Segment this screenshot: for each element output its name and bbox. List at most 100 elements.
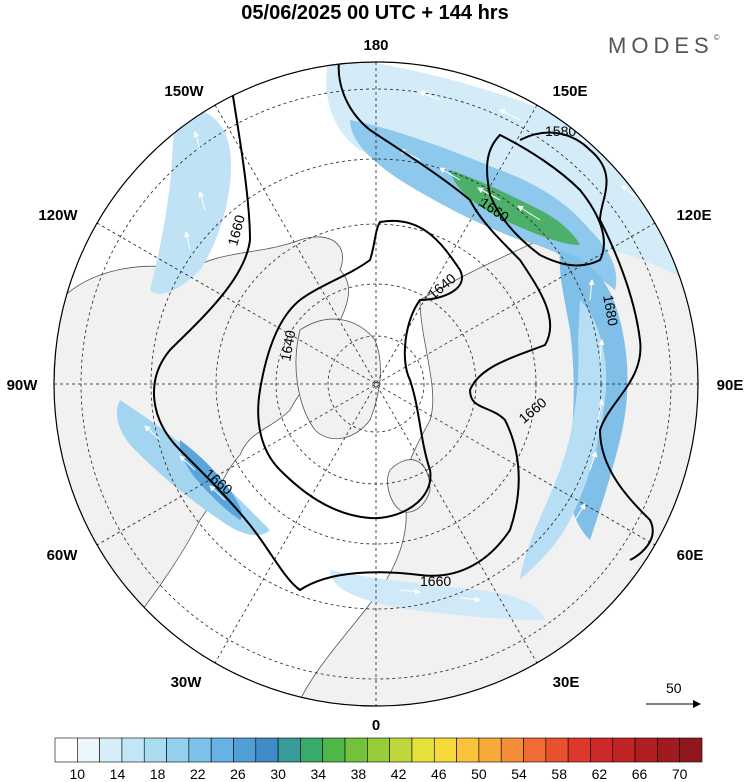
colorbar-swatch (545, 737, 569, 763)
lon-label-0: 0 (372, 717, 380, 734)
colorbar-swatch (188, 737, 212, 763)
colorbar-tick-label: 22 (190, 766, 206, 782)
modes-logo: MODES© (608, 33, 720, 59)
meridian-120w-60e (96, 222, 656, 546)
contour-label: 1640 (277, 329, 298, 363)
contour-label: 1580 (545, 123, 576, 139)
brand-text: MODES (608, 33, 714, 58)
colorbar-tick-label: 14 (110, 766, 126, 782)
wind-arrow (574, 503, 586, 521)
colorbar-swatch (523, 737, 547, 763)
jet-band-pacific-light (326, 62, 698, 300)
colorbar-swatch (166, 737, 190, 763)
colorbar-swatch (679, 737, 703, 763)
meridians (54, 62, 698, 706)
colorbar-swatch (121, 737, 145, 763)
lon-label-60e: 60E (677, 547, 704, 564)
map-title: 05/06/2025 00 UTC + 144 hrs (241, 2, 509, 24)
wind-arrow (209, 485, 226, 501)
colorbar-swatch (590, 737, 614, 763)
colorbar-swatch (255, 737, 279, 763)
wind-arrow (193, 131, 201, 151)
colorbar-swatch (54, 737, 78, 763)
lon-label-180: 180 (363, 37, 388, 54)
map-boundary (53, 61, 699, 707)
colorbar-tick-label: 30 (270, 766, 286, 782)
wind-arrow (184, 231, 191, 251)
contour-1660 (153, 62, 552, 592)
meridian-150e-30w (214, 104, 538, 664)
wind-arrow (588, 279, 595, 301)
colorbar-swatch (500, 737, 524, 763)
lon-label-30e: 30E (553, 674, 580, 691)
colorbar-swatch (411, 737, 435, 763)
lon-label-90e: 90E (717, 377, 744, 394)
colorbar-tick-label: 46 (431, 766, 447, 782)
colorbar-swatch (367, 737, 390, 763)
colorbar-swatch (143, 737, 167, 763)
colorbar-tick-label: 42 (391, 766, 407, 782)
colorbar-swatch (322, 737, 346, 763)
colorbar-tick-label: 18 (150, 766, 166, 782)
wind-arrow (439, 167, 461, 181)
lon-label-60w: 60W (47, 547, 79, 564)
jet-band-northwest (150, 109, 231, 294)
colorbar-tick-label: 34 (310, 766, 326, 782)
contour-1640 (257, 219, 463, 520)
longitude-labels: 180 150W 150E 120W 120E 90W 90E 60W 60E … (7, 37, 744, 734)
colorbar-ticks: 10 14 18 22 26 30 34 38 42 46 50 54 58 62 66 70 (70, 766, 688, 782)
meridian-120e-60w (96, 222, 656, 546)
lon-label-120w: 120W (38, 207, 78, 224)
wind-arrow (621, 185, 641, 201)
colorbar-tick-label: 38 (351, 766, 367, 782)
wind-arrow (179, 455, 196, 471)
height-contours (153, 62, 654, 592)
wind-arrow (459, 596, 481, 603)
colorbar-swatch (456, 737, 480, 763)
colorbar-tick-label: 66 (632, 766, 648, 782)
wind-arrow (144, 425, 161, 441)
wind-arrow (597, 399, 604, 421)
colorbar-tick-label: 26 (230, 766, 246, 782)
colorbar-swatch (344, 737, 368, 763)
colorbar-swatch (277, 737, 301, 763)
colorbar-swatch (634, 737, 658, 763)
colorbar-swatch (657, 737, 680, 763)
wind-arrow (399, 588, 421, 595)
lon-label-30w: 30W (171, 674, 203, 691)
colorbar-swatch (433, 737, 457, 763)
wind-arrow (198, 191, 206, 211)
contour-1580 (486, 133, 605, 267)
map-disk: 1580 1660 1680 1640 1640 1660 1660 1660 … (54, 62, 698, 706)
wind-arrow (598, 339, 605, 361)
landmass-greenland (295, 318, 381, 439)
colorbar-tick-label: 10 (70, 766, 86, 782)
colorbar-tick-label: 70 (672, 766, 688, 782)
colorbar-swatch (300, 737, 324, 763)
meridian-150w-30e (214, 104, 538, 664)
vector-reference-label: 50 (666, 680, 682, 696)
landmass-scandinavia (387, 459, 431, 513)
colorbar-swatch (567, 737, 591, 763)
jet-band-europe (330, 570, 545, 620)
contour-label: 1680 (600, 294, 621, 328)
colorbar-swatch (612, 737, 636, 763)
lon-label-150w: 150W (164, 83, 204, 100)
jet-band-east (520, 300, 607, 580)
colorbar-tick-label: 62 (592, 766, 608, 782)
wind-arrow (517, 205, 541, 221)
copyright-mark: © (713, 33, 720, 42)
colorbar-swatch (99, 737, 123, 763)
colorbar (54, 737, 703, 763)
colorbar-tick-label: 54 (511, 766, 527, 782)
lon-label-120e: 120E (676, 207, 711, 224)
wind-arrow (419, 91, 441, 101)
colorbar-swatch (389, 737, 413, 763)
colorbar-swatch (210, 737, 234, 763)
colorbar-tick-label: 58 (551, 766, 567, 782)
lon-label-90w: 90W (7, 377, 39, 394)
contour-label: 1660 (224, 213, 248, 247)
contour-label: 1660 (420, 573, 451, 589)
wind-arrow (589, 451, 598, 471)
